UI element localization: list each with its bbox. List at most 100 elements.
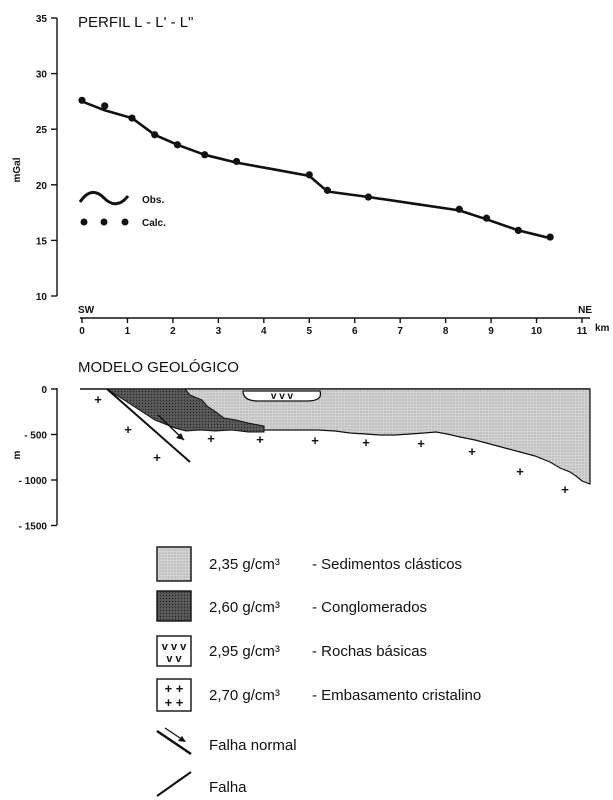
x-tick-label: 9 (488, 326, 494, 337)
basic-rock-lens: v v v (242, 390, 322, 402)
x-tick-label: 8 (443, 326, 449, 337)
normal-fault-arrowhead (178, 736, 186, 742)
basement-plus-mark: + (256, 432, 264, 447)
legend: 2,35 g/cm³ - Sedimentos clásticos 2,60 g… (156, 546, 481, 797)
x-tick-label: 1 (125, 326, 131, 337)
normal-fault-line (106, 388, 191, 463)
y-tick-label: 35 (36, 14, 48, 25)
profile-title: PERFIL L - L' - L" (78, 14, 193, 31)
calc-point (173, 141, 182, 149)
normal-fault-symbol (156, 729, 192, 756)
legend-density: 2,70 g/cm³ (209, 687, 280, 704)
calc-point (482, 214, 491, 222)
basement-plus-mark: + (468, 444, 476, 459)
profile-y-axis: 35 30 25 20 15 10 (36, 14, 58, 303)
legend-name: - Sedimentos clásticos (312, 556, 462, 573)
legend-item-sediments: 2,35 g/cm³ - Sedimentos clásticos (156, 546, 462, 582)
legend-item-basement: + + + + 2,70 g/cm³ - Embasamento cristal… (156, 678, 481, 712)
basement-plus-mark: + (153, 450, 161, 465)
y-tick-label: 25 (36, 125, 48, 136)
calc-point (201, 151, 209, 159)
calc-point (364, 193, 372, 201)
legend-name: - Rochas básicas (312, 643, 427, 660)
legend-density: 2,95 g/cm³ (209, 643, 280, 660)
profile-y-label: mGal (12, 157, 23, 182)
calc-point (323, 186, 332, 194)
plus-symbol-row: + + (165, 695, 184, 710)
legend-name: - Embasamento cristalino (312, 687, 481, 704)
calc-legend-dot (121, 218, 129, 226)
profile-legend: Obs. Calc. (78, 191, 166, 229)
x-tick-label: 2 (170, 326, 176, 337)
legend-item-normal-fault: Falha normal (156, 727, 297, 756)
model-y-tick-label: 0 (41, 385, 47, 396)
calc-point (455, 205, 463, 213)
x-tick-label: 6 (352, 326, 358, 337)
calc-point (546, 233, 554, 241)
calc-legend-dot (100, 218, 108, 226)
model-y-label: m (12, 450, 23, 459)
model-y-tick-label: - 1500 (19, 522, 48, 533)
basement-plus-mark: + (207, 431, 215, 446)
calc-legend-dot (80, 218, 88, 226)
y-tick-label: 30 (36, 70, 48, 81)
model-y-tick-label: - 1000 (19, 476, 48, 487)
x-tick-label: 0 (79, 326, 85, 337)
legend-item-conglomerates: 2,60 g/cm³ - Conglomerados (156, 590, 427, 622)
legend-line-name: Falha normal (209, 737, 297, 754)
calc-point (151, 131, 159, 139)
calc-point (78, 96, 86, 104)
y-tick-label: 20 (36, 181, 48, 192)
legend-density: 2,60 g/cm³ (209, 599, 280, 616)
sw-label: SW (78, 305, 95, 316)
sediment-body (184, 388, 591, 485)
calc-point (305, 171, 313, 179)
legend-line-name: Falha (209, 779, 247, 796)
legend-obs-label: Obs. (142, 195, 164, 206)
legend-calc-label: Calc. (142, 218, 166, 229)
calc-point (128, 114, 136, 122)
basement-plus-mark: + (311, 433, 319, 448)
sediment-swatch (156, 546, 192, 582)
legend-name: - Conglomerados (312, 599, 427, 616)
y-tick-label: 15 (36, 236, 48, 247)
model-y-tick-label: - 500 (24, 431, 47, 442)
basement-plus-mark: + (561, 482, 569, 497)
legend-item-fault: Falha (156, 771, 247, 797)
x-tick-label: 5 (306, 326, 312, 337)
x-tick-label: 11 (577, 326, 588, 337)
fault-symbol (156, 771, 192, 797)
fault-arrow-head (176, 433, 184, 440)
conglomerate-body (105, 388, 265, 433)
calc-point (101, 102, 109, 110)
legend-item-basic-rocks: v v v v v 2,95 g/cm³ - Rochas básicas (156, 635, 427, 667)
y-tick-label: 10 (36, 292, 48, 303)
basement-plus-mark: + (362, 435, 370, 450)
plus-symbol-row: + + (165, 681, 184, 696)
basement-swatch (156, 678, 192, 712)
x-tick-label: 7 (397, 326, 403, 337)
profile-plot (78, 96, 554, 241)
x-tick-label: 3 (216, 326, 222, 337)
normal-fault-arrow (164, 727, 184, 741)
x-tick-label: 4 (261, 326, 267, 337)
basement-marks: + + + + + + + + + + + (94, 392, 569, 497)
ne-label: NE (578, 305, 592, 316)
model-y-ticks: 0 - 500 - 1000 - 1500 (19, 385, 57, 533)
model-title: MODELO GEOLÓGICO (78, 359, 239, 376)
basic-rock-marks: v v v (271, 391, 294, 402)
basement-plus-mark: + (417, 436, 425, 451)
calc-point (514, 226, 522, 234)
v-symbol-row: v v (166, 653, 182, 665)
legend-density: 2,35 g/cm³ (209, 556, 280, 573)
conglomerate-swatch (156, 590, 192, 622)
v-symbol-row: v v v (162, 641, 187, 653)
basement-plus-mark: + (516, 464, 524, 479)
obs-legend-line (78, 191, 130, 206)
basement-plus-mark: + (94, 392, 102, 407)
profile-x-axis: 0 1 2 3 4 5 6 7 8 9 10 11 (79, 317, 590, 337)
basic-rock-swatch (156, 635, 192, 667)
calc-point (232, 157, 241, 166)
x-tick-label: 10 (531, 326, 543, 337)
